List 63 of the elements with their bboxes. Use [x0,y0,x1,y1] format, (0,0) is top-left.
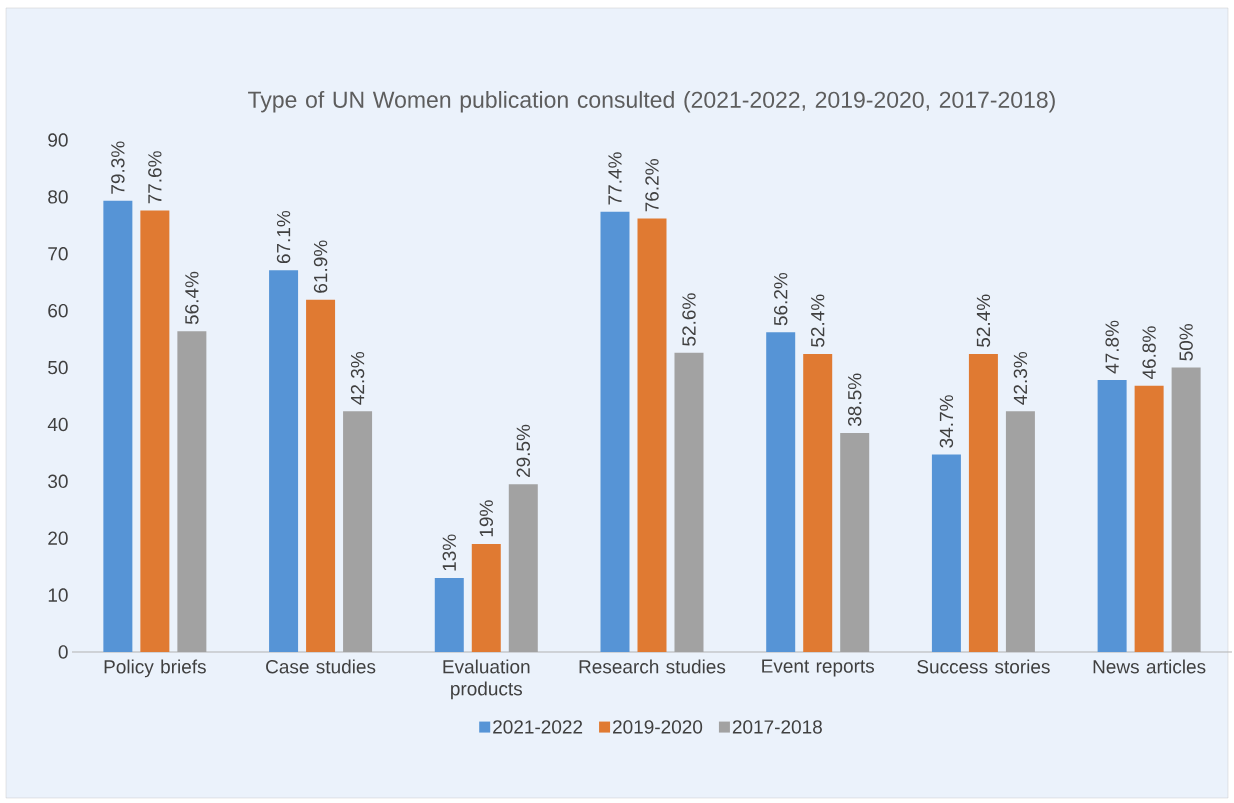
y-tick-label: 30 [48,474,68,489]
bar [471,543,501,652]
bar [306,299,336,652]
bar [434,578,464,652]
y-tick-label: 90 [48,133,68,147]
data-label: 50% [1179,324,1193,361]
x-tick-label: News articles [1093,659,1206,674]
data-label: 46.8% [1142,326,1156,380]
bar [103,200,133,652]
y-tick-label: 0 [58,645,68,659]
y-tick-label: 10 [48,588,68,602]
data-label: 34.7% [939,395,954,448]
data-label: 67.1% [276,210,291,264]
data-label: 52.6% [682,293,696,346]
y-tick-label: 80 [48,190,68,204]
legend-label: 2021-2022 [493,720,583,734]
y-tick-label: 50 [48,360,68,375]
data-label: 19% [479,500,494,537]
data-label: 47.8% [1105,320,1119,374]
bar [637,218,667,652]
chart-title: Type of UN Women publication consulted (2021-2022, 2019-2020, 2017-2018) [248,91,1055,113]
bar [600,211,630,652]
data-label: 79.3% [111,141,125,194]
bar [766,332,796,652]
bar [1005,411,1035,652]
bar [968,353,998,652]
x-tick-label: Policy briefs [104,659,206,678]
data-label: 29.5% [516,424,531,478]
data-label: 42.3% [350,351,365,405]
y-tick-label: 70 [48,247,68,261]
bar [177,331,207,652]
y-tick-label: 20 [48,531,68,545]
x-tick-label: Case studies [266,659,376,674]
y-tick-label: 40 [47,417,68,432]
data-label: 56.4% [185,271,199,325]
x-tick-label: Event reports [762,659,875,677]
bar [508,484,538,652]
bar [1097,380,1127,652]
bar [803,353,833,652]
bar [931,454,961,652]
data-label: 38.5% [847,373,862,427]
data-label: 52.4% [810,294,825,347]
x-tick-label: Research studies [579,659,726,674]
bar [674,352,704,652]
y-tick-label: 60 [48,303,68,318]
x-tick-label: Evaluation products [443,659,530,700]
data-label: 13% [442,534,457,571]
data-label: 76.2% [645,159,659,212]
legend-label: 2019-2020 [613,720,703,734]
data-label: 77.4% [608,152,622,205]
bar [343,411,373,652]
data-label: 52.4% [976,294,991,347]
x-tick-label: Success stories [917,659,1050,674]
data-label: 77.6% [148,151,162,204]
data-label: 61.9% [313,240,328,293]
bar [140,210,170,652]
bar [269,270,299,652]
bar [840,432,870,652]
legend-label: 2017-2018 [732,720,822,734]
data-label: 42.3% [1013,351,1028,405]
bar [1134,385,1164,652]
bar [1171,367,1201,652]
data-label: 56.2% [773,272,788,326]
